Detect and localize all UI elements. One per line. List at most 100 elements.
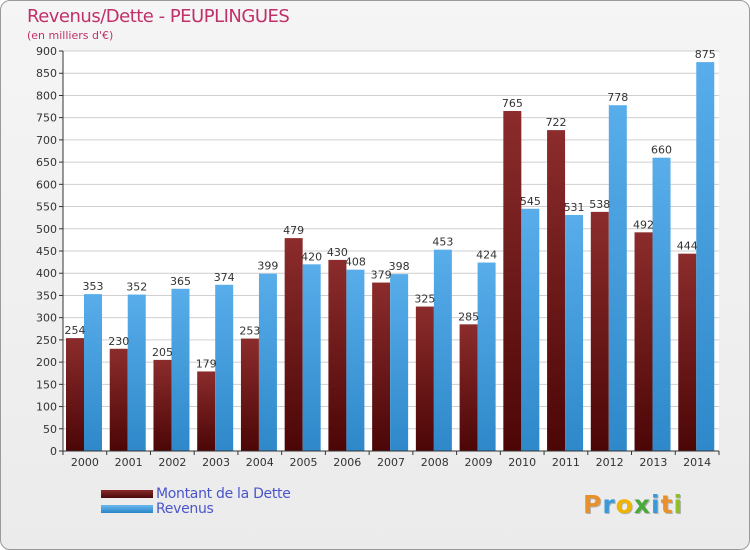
bar-dette-2005 — [284, 238, 303, 451]
bar-dette-2002 — [153, 359, 172, 451]
x-tick-label-2001: 2001 — [115, 456, 143, 469]
y-tick-label: 800 — [36, 89, 57, 102]
bar-dette-2014 — [678, 253, 697, 451]
bar-dette-2013 — [634, 232, 653, 451]
bar-dette-2001 — [109, 348, 128, 451]
value-label-revenus-2012: 778 — [607, 91, 628, 104]
x-tick-label-2000: 2000 — [71, 456, 99, 469]
bar-dette-2007 — [372, 282, 391, 451]
value-label-dette-2012: 538 — [589, 198, 610, 211]
y-tick-label: 650 — [36, 156, 57, 169]
value-label-revenus-2006: 408 — [345, 256, 366, 269]
value-label-dette-2013: 492 — [633, 218, 654, 231]
y-tick-label: 350 — [36, 289, 57, 302]
value-label-revenus-2002: 365 — [170, 275, 191, 288]
bar-dette-2010 — [503, 111, 522, 451]
value-label-dette-2007: 379 — [371, 269, 392, 282]
y-tick-label: 600 — [36, 178, 57, 191]
value-label-revenus-2008: 453 — [432, 236, 453, 249]
y-tick-label: 900 — [36, 45, 57, 58]
value-label-dette-2002: 205 — [152, 346, 173, 359]
value-label-revenus-2007: 398 — [389, 260, 410, 273]
bar-dette-2008 — [415, 306, 434, 451]
logo-letter: t — [660, 490, 674, 519]
y-tick-label: 150 — [36, 378, 57, 391]
bar-dette-2000 — [66, 338, 84, 451]
value-label-revenus-2000: 353 — [83, 280, 104, 293]
x-tick-label-2013: 2013 — [639, 456, 667, 469]
bar-dette-2012 — [590, 211, 609, 451]
value-label-dette-2011: 722 — [546, 116, 567, 129]
value-label-dette-2008: 325 — [414, 293, 435, 306]
y-tick-label: 750 — [36, 112, 57, 125]
y-tick-label: 300 — [36, 312, 57, 325]
bar-revenus-2008 — [433, 249, 452, 451]
bar-dette-2003 — [197, 371, 216, 451]
value-label-dette-2010: 765 — [502, 97, 523, 110]
bar-dette-2004 — [240, 338, 259, 451]
value-label-revenus-2004: 399 — [257, 260, 278, 273]
y-tick-label: 250 — [36, 334, 57, 347]
value-label-dette-2009: 285 — [458, 310, 479, 323]
bar-revenus-2000 — [84, 294, 102, 451]
bar-dette-2009 — [459, 324, 478, 451]
x-tick-label-2006: 2006 — [333, 456, 361, 469]
bar-revenus-2004 — [258, 273, 277, 451]
value-label-dette-2001: 230 — [108, 335, 129, 348]
x-tick-label-2007: 2007 — [377, 456, 405, 469]
logo-letter: i — [651, 490, 661, 519]
x-tick-label-2002: 2002 — [158, 456, 186, 469]
y-tick-label: 0 — [50, 445, 57, 458]
y-tick-label: 400 — [36, 267, 57, 280]
x-tick-label-2005: 2005 — [290, 456, 318, 469]
bar-revenus-2014 — [696, 62, 715, 451]
y-tick-label: 850 — [36, 67, 57, 80]
bar-revenus-2010 — [521, 208, 540, 451]
x-tick-label-2012: 2012 — [596, 456, 624, 469]
value-label-dette-2000: 254 — [65, 324, 86, 337]
value-label-dette-2004: 253 — [239, 325, 260, 338]
x-tick-label-2010: 2010 — [508, 456, 536, 469]
value-label-revenus-2011: 531 — [564, 201, 585, 214]
legend-swatch-revenus — [101, 505, 153, 513]
y-tick-label: 450 — [36, 245, 57, 258]
bar-revenus-2009 — [477, 262, 496, 451]
y-tick-label: 500 — [36, 223, 57, 236]
x-tick-label-2011: 2011 — [552, 456, 580, 469]
legend-label-dette: Montant de la Dette — [156, 486, 291, 502]
value-label-revenus-2005: 420 — [301, 250, 322, 263]
bar-revenus-2003 — [215, 284, 234, 451]
legend-swatch-dette — [101, 490, 153, 498]
value-label-revenus-2010: 545 — [520, 195, 541, 208]
bar-revenus-2007 — [390, 274, 409, 451]
value-label-revenus-2009: 424 — [476, 249, 497, 262]
bar-dette-2011 — [547, 130, 566, 451]
x-tick-label-2008: 2008 — [421, 456, 449, 469]
bar-dette-2006 — [328, 259, 347, 451]
y-tick-label: 200 — [36, 356, 57, 369]
y-tick-label: 700 — [36, 134, 57, 147]
legend-label-revenus: Revenus — [156, 501, 214, 517]
y-tick-label: 550 — [36, 201, 57, 214]
logo-letter: o — [615, 490, 634, 519]
value-label-dette-2014: 444 — [677, 240, 698, 253]
value-label-revenus-2013: 660 — [651, 144, 672, 157]
x-tick-label-2004: 2004 — [246, 456, 274, 469]
x-tick-label-2014: 2014 — [683, 456, 711, 469]
bar-revenus-2011 — [565, 215, 584, 451]
bar-revenus-2001 — [127, 294, 146, 451]
logo-letter: P — [583, 490, 603, 519]
y-tick-label: 50 — [43, 423, 57, 436]
bar-revenus-2013 — [652, 157, 671, 451]
x-tick-label-2003: 2003 — [202, 456, 230, 469]
value-label-revenus-2014: 875 — [695, 48, 716, 61]
chart-subtitle: (en milliers d'€) — [27, 29, 114, 42]
y-tick-label: 100 — [36, 401, 57, 414]
value-label-dette-2005: 479 — [283, 224, 304, 237]
value-label-revenus-2001: 352 — [126, 281, 147, 294]
value-label-dette-2003: 179 — [196, 357, 217, 370]
proxiti-logo: Proxiti — [583, 490, 683, 519]
x-tick-label-2009: 2009 — [464, 456, 492, 469]
